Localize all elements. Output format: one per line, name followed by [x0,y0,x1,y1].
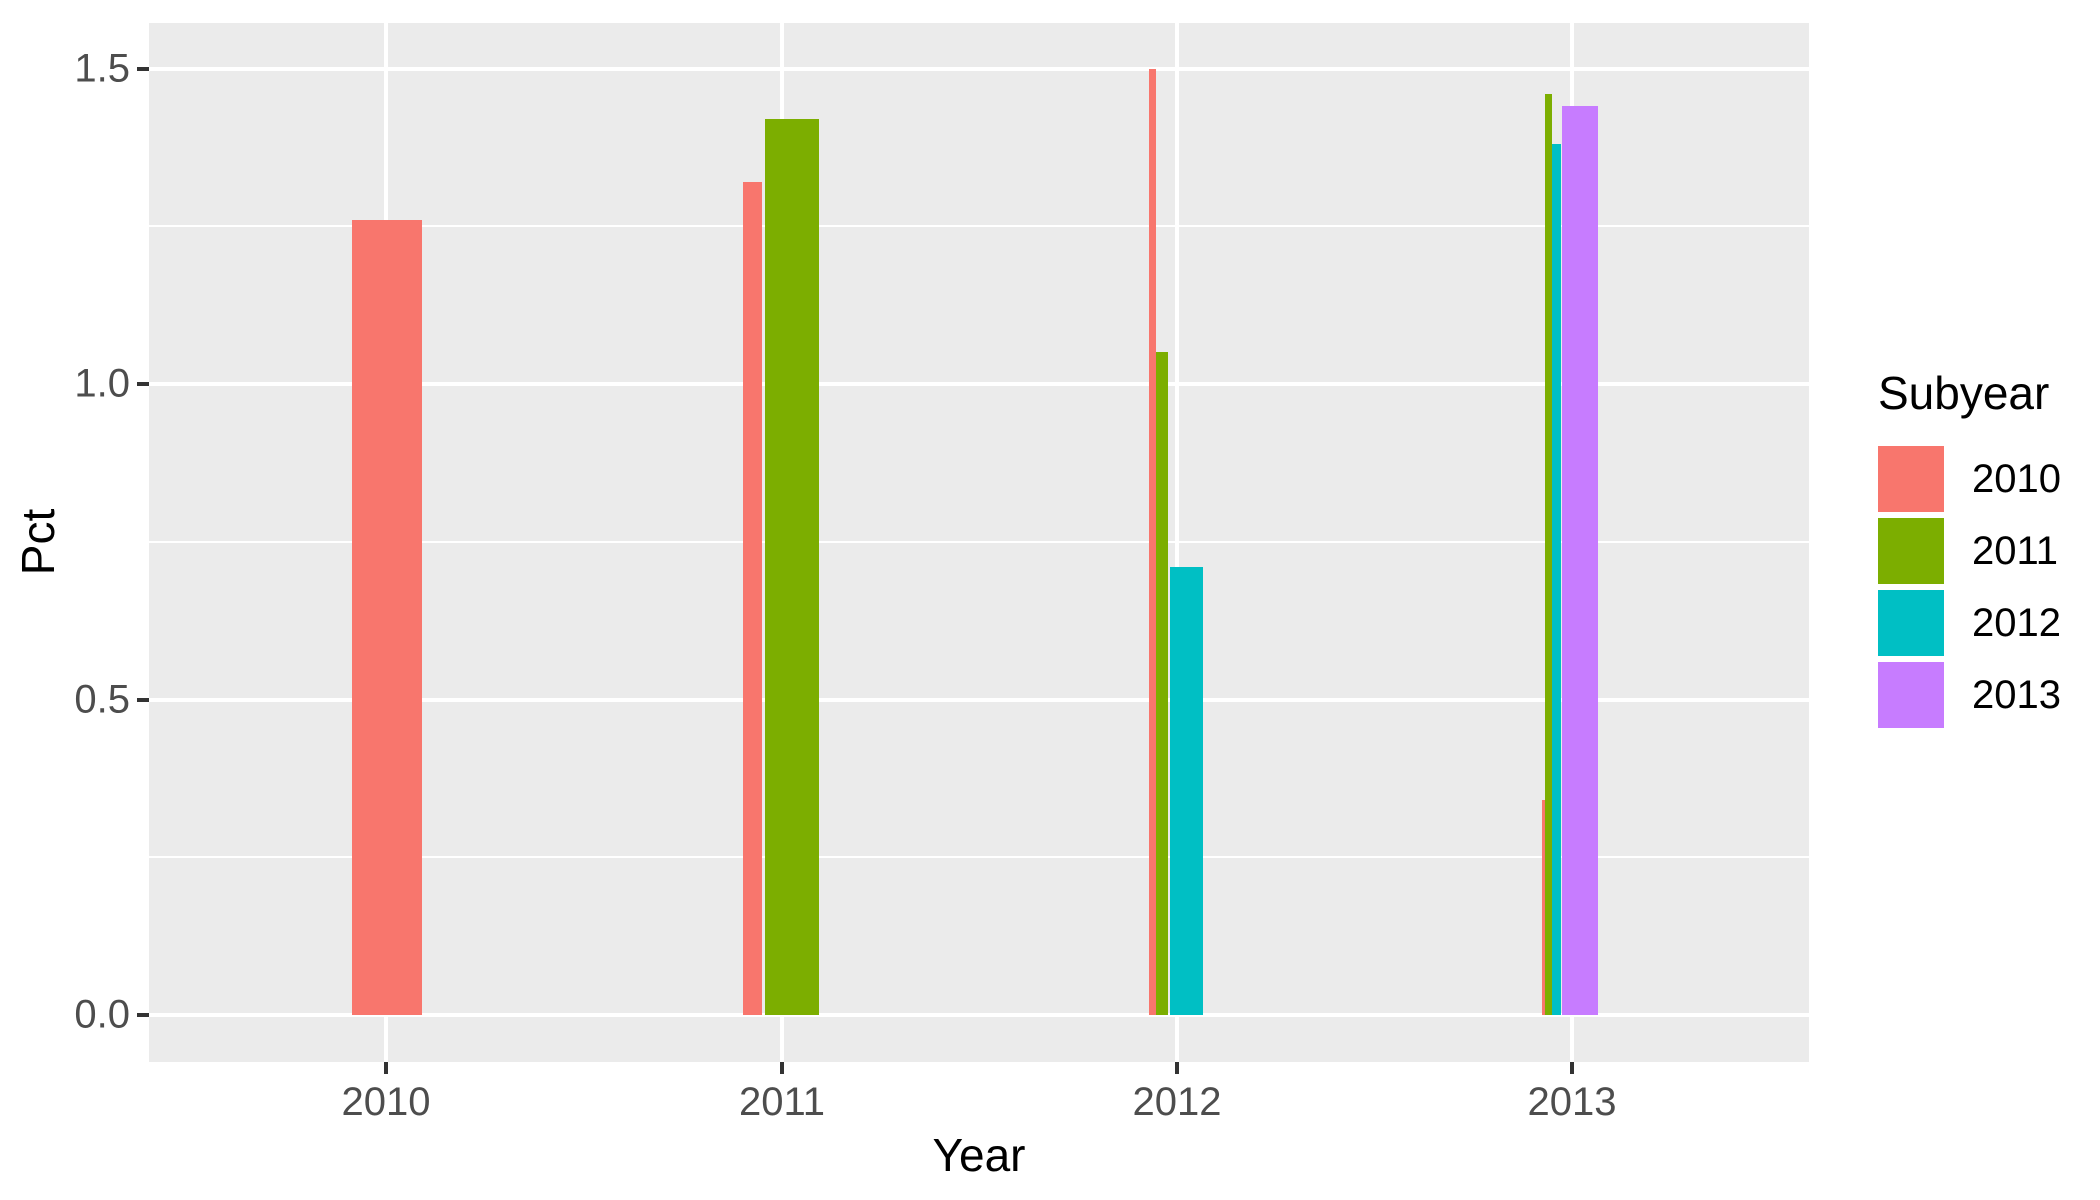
legend-title: Subyear [1878,367,2050,419]
x-tick-label-2010: 2010 [341,1080,431,1124]
legend-label-2011: 2011 [1972,528,2059,573]
x-tick-mark-2013 [1570,1062,1574,1074]
y-axis-title: Pct [12,508,64,576]
y-tick-label-0.0: 0.0 [74,992,130,1037]
legend-rows: 2010 2011 2012 2013 [1878,446,2098,728]
x-tick-label-2013: 2013 [1527,1080,1617,1124]
x-tick-label-2011: 2011 [738,1080,826,1124]
legend-swatch-2012 [1878,590,1944,656]
bar-2013-subyear-2012 [1552,144,1561,1015]
legend-label-2012: 2012 [1972,600,2061,645]
y-tick-label-0.5: 0.5 [74,677,130,721]
legend: Subyear 2010 2011 2012 2013 [1878,366,2098,734]
legend-label-2010: 2010 [1972,456,2061,501]
gridline-major-y-1.5 [149,66,1809,71]
x-tick-mark-2012 [1175,1062,1179,1074]
legend-item-2011: 2011 [1878,518,2098,584]
x-axis-title: Year [932,1129,1026,1181]
bar-2012-subyear-2012 [1170,566,1203,1015]
gridline-minor-y-0.75 [149,540,1809,543]
plot-panel [149,23,1809,1062]
y-tick-mark-1.5 [137,66,149,71]
bar-2012-subyear-2010 [1149,68,1156,1015]
gridline-minor-y-0.25 [149,856,1809,859]
legend-item-2013: 2013 [1878,662,2098,728]
y-tick-mark-0.5 [137,697,149,702]
bar-2013-subyear-2011 [1545,93,1552,1015]
legend-item-2010: 2010 [1878,446,2098,512]
bar-2013-subyear-2013 [1562,106,1598,1015]
gridline-major-y-1 [149,382,1809,386]
gridline-major-y-0 [149,1013,1809,1017]
x-tick-label-2012: 2012 [1132,1080,1222,1124]
legend-item-2012: 2012 [1878,590,2098,656]
legend-label-2013: 2013 [1972,672,2061,717]
legend-swatch-2013 [1878,662,1944,728]
bar-2012-subyear-2011 [1156,352,1168,1015]
bar-2011-subyear-2010 [743,182,762,1015]
gridline-major-x-2012 [1175,23,1179,1062]
bar-2013-subyear-2010 [1542,800,1545,1015]
legend-swatch-2011 [1878,518,1944,584]
y-tick-mark-1.0 [137,382,149,386]
y-tick-label-1.0: 1.0 [74,361,130,406]
y-tick-label-1.5: 1.5 [74,46,130,90]
x-tick-mark-2010 [384,1062,388,1074]
y-tick-mark-0.0 [137,1013,149,1017]
bar-2010-subyear-2010 [352,219,422,1015]
x-tick-mark-2011 [780,1062,784,1074]
gridline-major-y-0.5 [149,697,1809,702]
legend-swatch-2010 [1878,446,1944,512]
gridline-minor-y-1.25 [149,225,1809,228]
bar-2011-subyear-2011 [765,118,819,1015]
